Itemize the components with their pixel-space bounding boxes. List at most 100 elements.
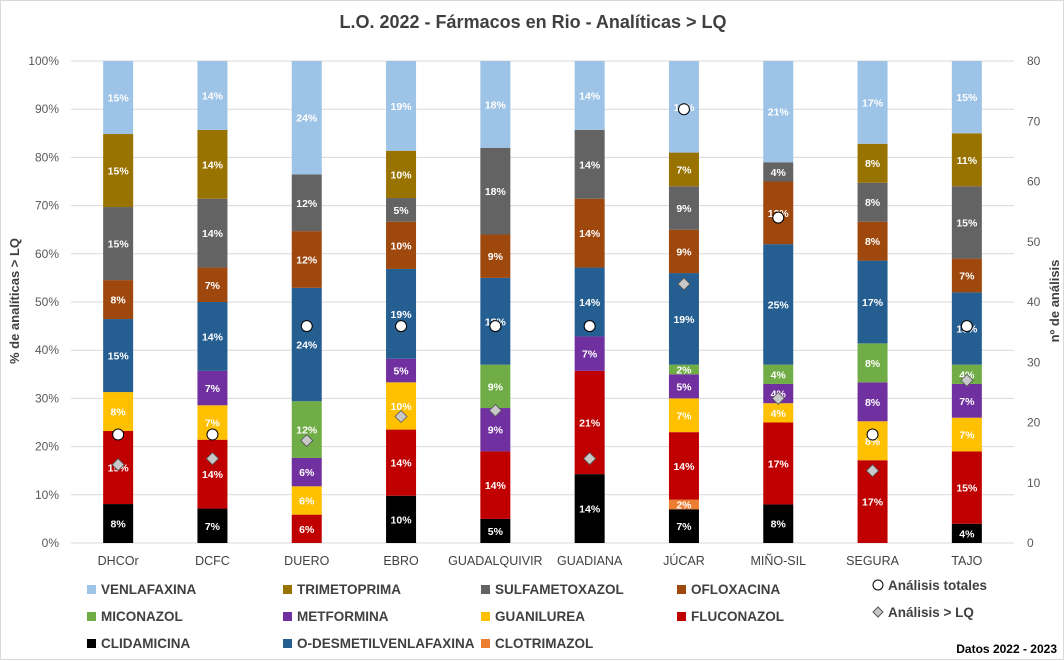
- data-label: 17%: [862, 497, 884, 509]
- bar-segment-venlafaxina: [857, 61, 888, 144]
- data-label: 9%: [488, 381, 504, 393]
- bar-segment-miconazol: [763, 364, 794, 384]
- marker-analisis-lq: [111, 458, 125, 472]
- legend-label: GUANILUREA: [495, 609, 585, 624]
- bar-segment-metformina: [291, 457, 322, 487]
- data-label: 17%: [768, 458, 790, 470]
- data-label: 14%: [202, 159, 224, 171]
- x-tick-label: MIÑO-SIL: [750, 554, 806, 568]
- marker-analisis-totales: [772, 211, 785, 224]
- bar-segment-sulfametoxazol: [480, 147, 511, 235]
- data-label: 8%: [865, 158, 881, 170]
- data-label: 21%: [579, 418, 601, 430]
- data-label: 11%: [957, 155, 978, 167]
- data-label: 19%: [673, 314, 695, 326]
- bar-segment-venlafaxina: [574, 61, 605, 130]
- data-label: 14%: [202, 331, 224, 343]
- legend-swatch: [677, 585, 686, 594]
- data-label: 5%: [488, 526, 504, 538]
- y2-tick-label: 60: [1027, 175, 1041, 189]
- bar-segment-trimetoprima: [197, 129, 228, 199]
- bar-segment-guanilurea: [951, 417, 982, 452]
- bar-segment-ofloxacina: [197, 267, 228, 302]
- data-label: 5%: [393, 366, 409, 378]
- bar-segment-miconazol: [857, 343, 888, 383]
- data-label: 14%: [579, 228, 601, 240]
- bar-segment-trimetoprima: [386, 150, 417, 199]
- data-label: 8%: [111, 407, 127, 419]
- footer-note: Datos 2022 - 2023: [956, 642, 1057, 656]
- legend-label: O-DESMETILVENLAFAXINA: [297, 636, 475, 651]
- data-label: 7%: [676, 164, 692, 176]
- bar-segment-fluconazol: [386, 429, 417, 496]
- data-label: 12%: [296, 254, 318, 266]
- y-tick-label: 100%: [28, 54, 59, 68]
- bar-segment-ofloxacina: [857, 221, 888, 261]
- bar-segment-ofloxacina: [480, 234, 511, 278]
- bar-segment-o-desmetilvenlafaxina: [291, 287, 322, 402]
- bar-segment-clidamicina: [763, 504, 794, 543]
- legend-label: CLIDAMICINA: [101, 636, 190, 651]
- data-label: 15%: [108, 166, 130, 178]
- marker-analisis-lq: [677, 277, 691, 291]
- bar-segment-fluconazol: [763, 422, 794, 505]
- data-label: 8%: [865, 397, 881, 409]
- legend-swatch: [677, 612, 686, 621]
- bar-segment-sulfametoxazol: [386, 198, 417, 222]
- data-label: 8%: [865, 358, 881, 370]
- data-label: 7%: [205, 280, 221, 292]
- legend-label: Análisis > LQ: [888, 605, 974, 620]
- data-label: 14%: [579, 504, 601, 516]
- marker-analisis-totales: [112, 428, 125, 441]
- legend-swatch: [87, 612, 96, 621]
- data-label: 7%: [205, 418, 221, 430]
- bar-segment-clidamicina: [668, 509, 699, 543]
- y-tick-label: 80%: [35, 150, 59, 164]
- bar-segment-metformina: [668, 374, 699, 399]
- data-label: 7%: [676, 410, 692, 422]
- data-label: 10%: [391, 401, 413, 413]
- bar-segment-clidamicina: [197, 508, 228, 543]
- legend-swatch: [481, 639, 490, 648]
- y-tick-label: 60%: [35, 247, 59, 261]
- data-label: 12%: [296, 425, 318, 437]
- bar-segment-metformina: [574, 336, 605, 371]
- bar-segment-sulfametoxazol: [951, 186, 982, 259]
- data-label: 19%: [391, 309, 413, 321]
- marker-analisis-totales: [489, 320, 502, 333]
- data-label: 7%: [676, 521, 692, 533]
- legend-label: Análisis totales: [888, 578, 987, 593]
- data-label: 14%: [579, 90, 601, 102]
- y-tick-label: 10%: [35, 488, 59, 502]
- data-label: 21%: [768, 107, 790, 119]
- data-label: 10%: [391, 169, 413, 181]
- bar-segment-sulfametoxazol: [857, 182, 888, 222]
- x-tick-label: DHCOr: [98, 554, 139, 568]
- bar-segment-venlafaxina: [951, 61, 982, 134]
- data-label: 15%: [108, 239, 130, 251]
- legend-label: OFLOXACINA: [691, 582, 780, 597]
- marker-analisis-totales: [583, 320, 596, 333]
- data-label: 14%: [673, 461, 695, 473]
- y2-tick-label: 10: [1027, 476, 1041, 490]
- bar-segment-metformina: [197, 370, 228, 406]
- bar-segment-fluconazol: [197, 439, 228, 509]
- legend-circle-icon: [872, 579, 884, 591]
- bar-segment-venlafaxina: [386, 61, 417, 151]
- legend-label: MICONAZOL: [101, 609, 183, 624]
- bar-segment-ofloxacina: [291, 231, 322, 288]
- legend-swatch: [283, 585, 292, 594]
- data-label: 7%: [582, 349, 598, 361]
- data-label: 5%: [676, 381, 692, 393]
- y-axis-title: % de analíticas > LQ: [7, 238, 22, 364]
- data-label: 6%: [299, 495, 315, 507]
- marker-analisis-totales: [677, 103, 690, 116]
- marker-analisis-totales: [206, 428, 219, 441]
- data-label: 9%: [488, 251, 504, 263]
- bar-segment-guanilurea: [291, 486, 322, 515]
- marker-analisis-lq: [771, 391, 785, 405]
- data-label: 8%: [771, 519, 787, 531]
- data-label: 25%: [768, 299, 790, 311]
- data-label: 4%: [771, 369, 787, 381]
